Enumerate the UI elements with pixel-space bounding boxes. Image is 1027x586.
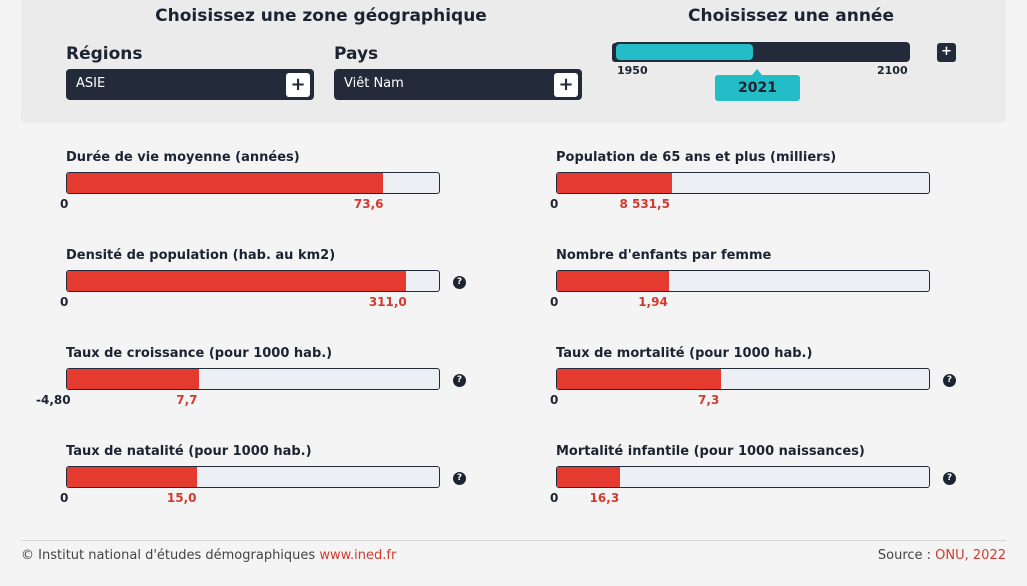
regions-label: Régions	[66, 44, 143, 64]
indicator-title: Mortalité infantile (pour 1000 naissance…	[556, 444, 865, 459]
indicator-value: 16,3	[589, 491, 620, 505]
regions-expand-button[interactable]: +	[286, 73, 310, 97]
indicator-bar-fill	[557, 271, 669, 291]
indicator-min: 0	[60, 197, 69, 211]
indicator-bar	[556, 368, 930, 390]
indicator-7: Mortalité infantile (pour 1000 naissance…	[550, 444, 976, 524]
indicator-title: Taux de natalité (pour 1000 hab.)	[66, 444, 312, 459]
zone-title: Choisissez une zone géographique	[155, 6, 487, 26]
indicator-title: Taux de mortalité (pour 1000 hab.)	[556, 346, 813, 361]
year-increment-button[interactable]: +	[937, 43, 956, 62]
indicator-bar-fill	[557, 467, 621, 487]
source-label: Source :	[877, 548, 936, 563]
indicator-1: Population de 65 ans et plus (milliers) 0…	[550, 150, 976, 230]
year-value-bubble: 2021	[715, 69, 800, 101]
year-min-label: 1950	[617, 64, 648, 77]
indicator-2: Densité de population (hab. au km2) 0 311,…	[60, 248, 486, 328]
ined-link[interactable]: www.ined.fr	[319, 548, 397, 563]
indicator-min: 0	[550, 295, 559, 309]
source-link[interactable]: ONU, 2022	[935, 548, 1006, 563]
indicator-bar	[66, 368, 440, 390]
indicator-0: Durée de vie moyenne (années) 0 73,6	[60, 150, 486, 230]
indicator-value: 8 531,5	[619, 197, 670, 211]
copyright-text: © Institut national d'études démographiq…	[21, 548, 320, 563]
indicator-value: 73,6	[353, 197, 384, 211]
help-icon[interactable]: ?	[453, 472, 466, 485]
indicator-bar-fill	[67, 369, 200, 389]
indicator-title: Taux de croissance (pour 1000 hab.)	[66, 346, 333, 361]
indicator-bar-fill	[67, 271, 406, 291]
indicator-bar-fill	[557, 369, 721, 389]
year-slider[interactable]	[614, 42, 910, 62]
pays-label: Pays	[334, 44, 379, 64]
regions-value: ASIE	[76, 76, 106, 91]
indicator-value: 1,94	[638, 295, 668, 309]
indicator-min: 0	[550, 491, 559, 505]
pays-value: Viêt Nam	[344, 76, 404, 91]
indicator-bar	[556, 270, 930, 292]
indicator-bar-fill	[557, 173, 673, 193]
indicator-bar-fill	[67, 467, 198, 487]
indicator-title: Durée de vie moyenne (années)	[66, 150, 300, 165]
indicator-min: 0	[60, 295, 69, 309]
indicator-value: 7,3	[698, 393, 720, 407]
footer-divider	[21, 540, 1006, 541]
pays-select[interactable]: Viêt Nam +	[334, 69, 582, 100]
indicator-value: 15,0	[166, 491, 197, 505]
help-icon[interactable]: ?	[453, 276, 466, 289]
indicator-5: Taux de mortalité (pour 1000 hab.) 0 7,3?	[550, 346, 976, 426]
help-icon[interactable]: ?	[453, 374, 466, 387]
indicator-bar-fill	[67, 173, 384, 193]
pays-expand-button[interactable]: +	[554, 73, 578, 97]
indicator-bar	[556, 466, 930, 488]
indicator-3: Nombre d'enfants par femme 0 1,94	[550, 248, 976, 328]
footer-source: Source : ONU, 2022	[878, 548, 1006, 563]
help-icon[interactable]: ?	[943, 472, 956, 485]
indicator-bar	[66, 270, 440, 292]
indicator-min: -4,80	[36, 393, 71, 407]
help-icon[interactable]: ?	[943, 374, 956, 387]
year-slider-fill[interactable]	[616, 44, 754, 60]
regions-select[interactable]: ASIE +	[66, 69, 314, 100]
indicator-bar	[66, 466, 440, 488]
indicator-4: Taux de croissance (pour 1000 hab.) -4,80…	[36, 346, 486, 426]
indicator-bar	[556, 172, 930, 194]
year-max-label: 2100	[877, 64, 908, 77]
indicator-min: 0	[60, 491, 69, 505]
indicator-6: Taux de natalité (pour 1000 hab.) 0 15,0?	[60, 444, 486, 524]
year-title: Choisissez une année	[687, 6, 894, 26]
indicator-title: Population de 65 ans et plus (milliers)	[556, 150, 837, 165]
indicator-title: Nombre d'enfants par femme	[556, 248, 772, 263]
indicator-value: 311,0	[368, 295, 407, 309]
indicator-min: 0	[550, 393, 559, 407]
indicator-value: 7,7	[176, 393, 198, 407]
indicator-bar	[66, 172, 440, 194]
footer-credit: © Institut national d'études démographiq…	[21, 548, 396, 563]
indicator-title: Densité de population (hab. au km2)	[66, 248, 336, 263]
indicator-min: 0	[550, 197, 559, 211]
